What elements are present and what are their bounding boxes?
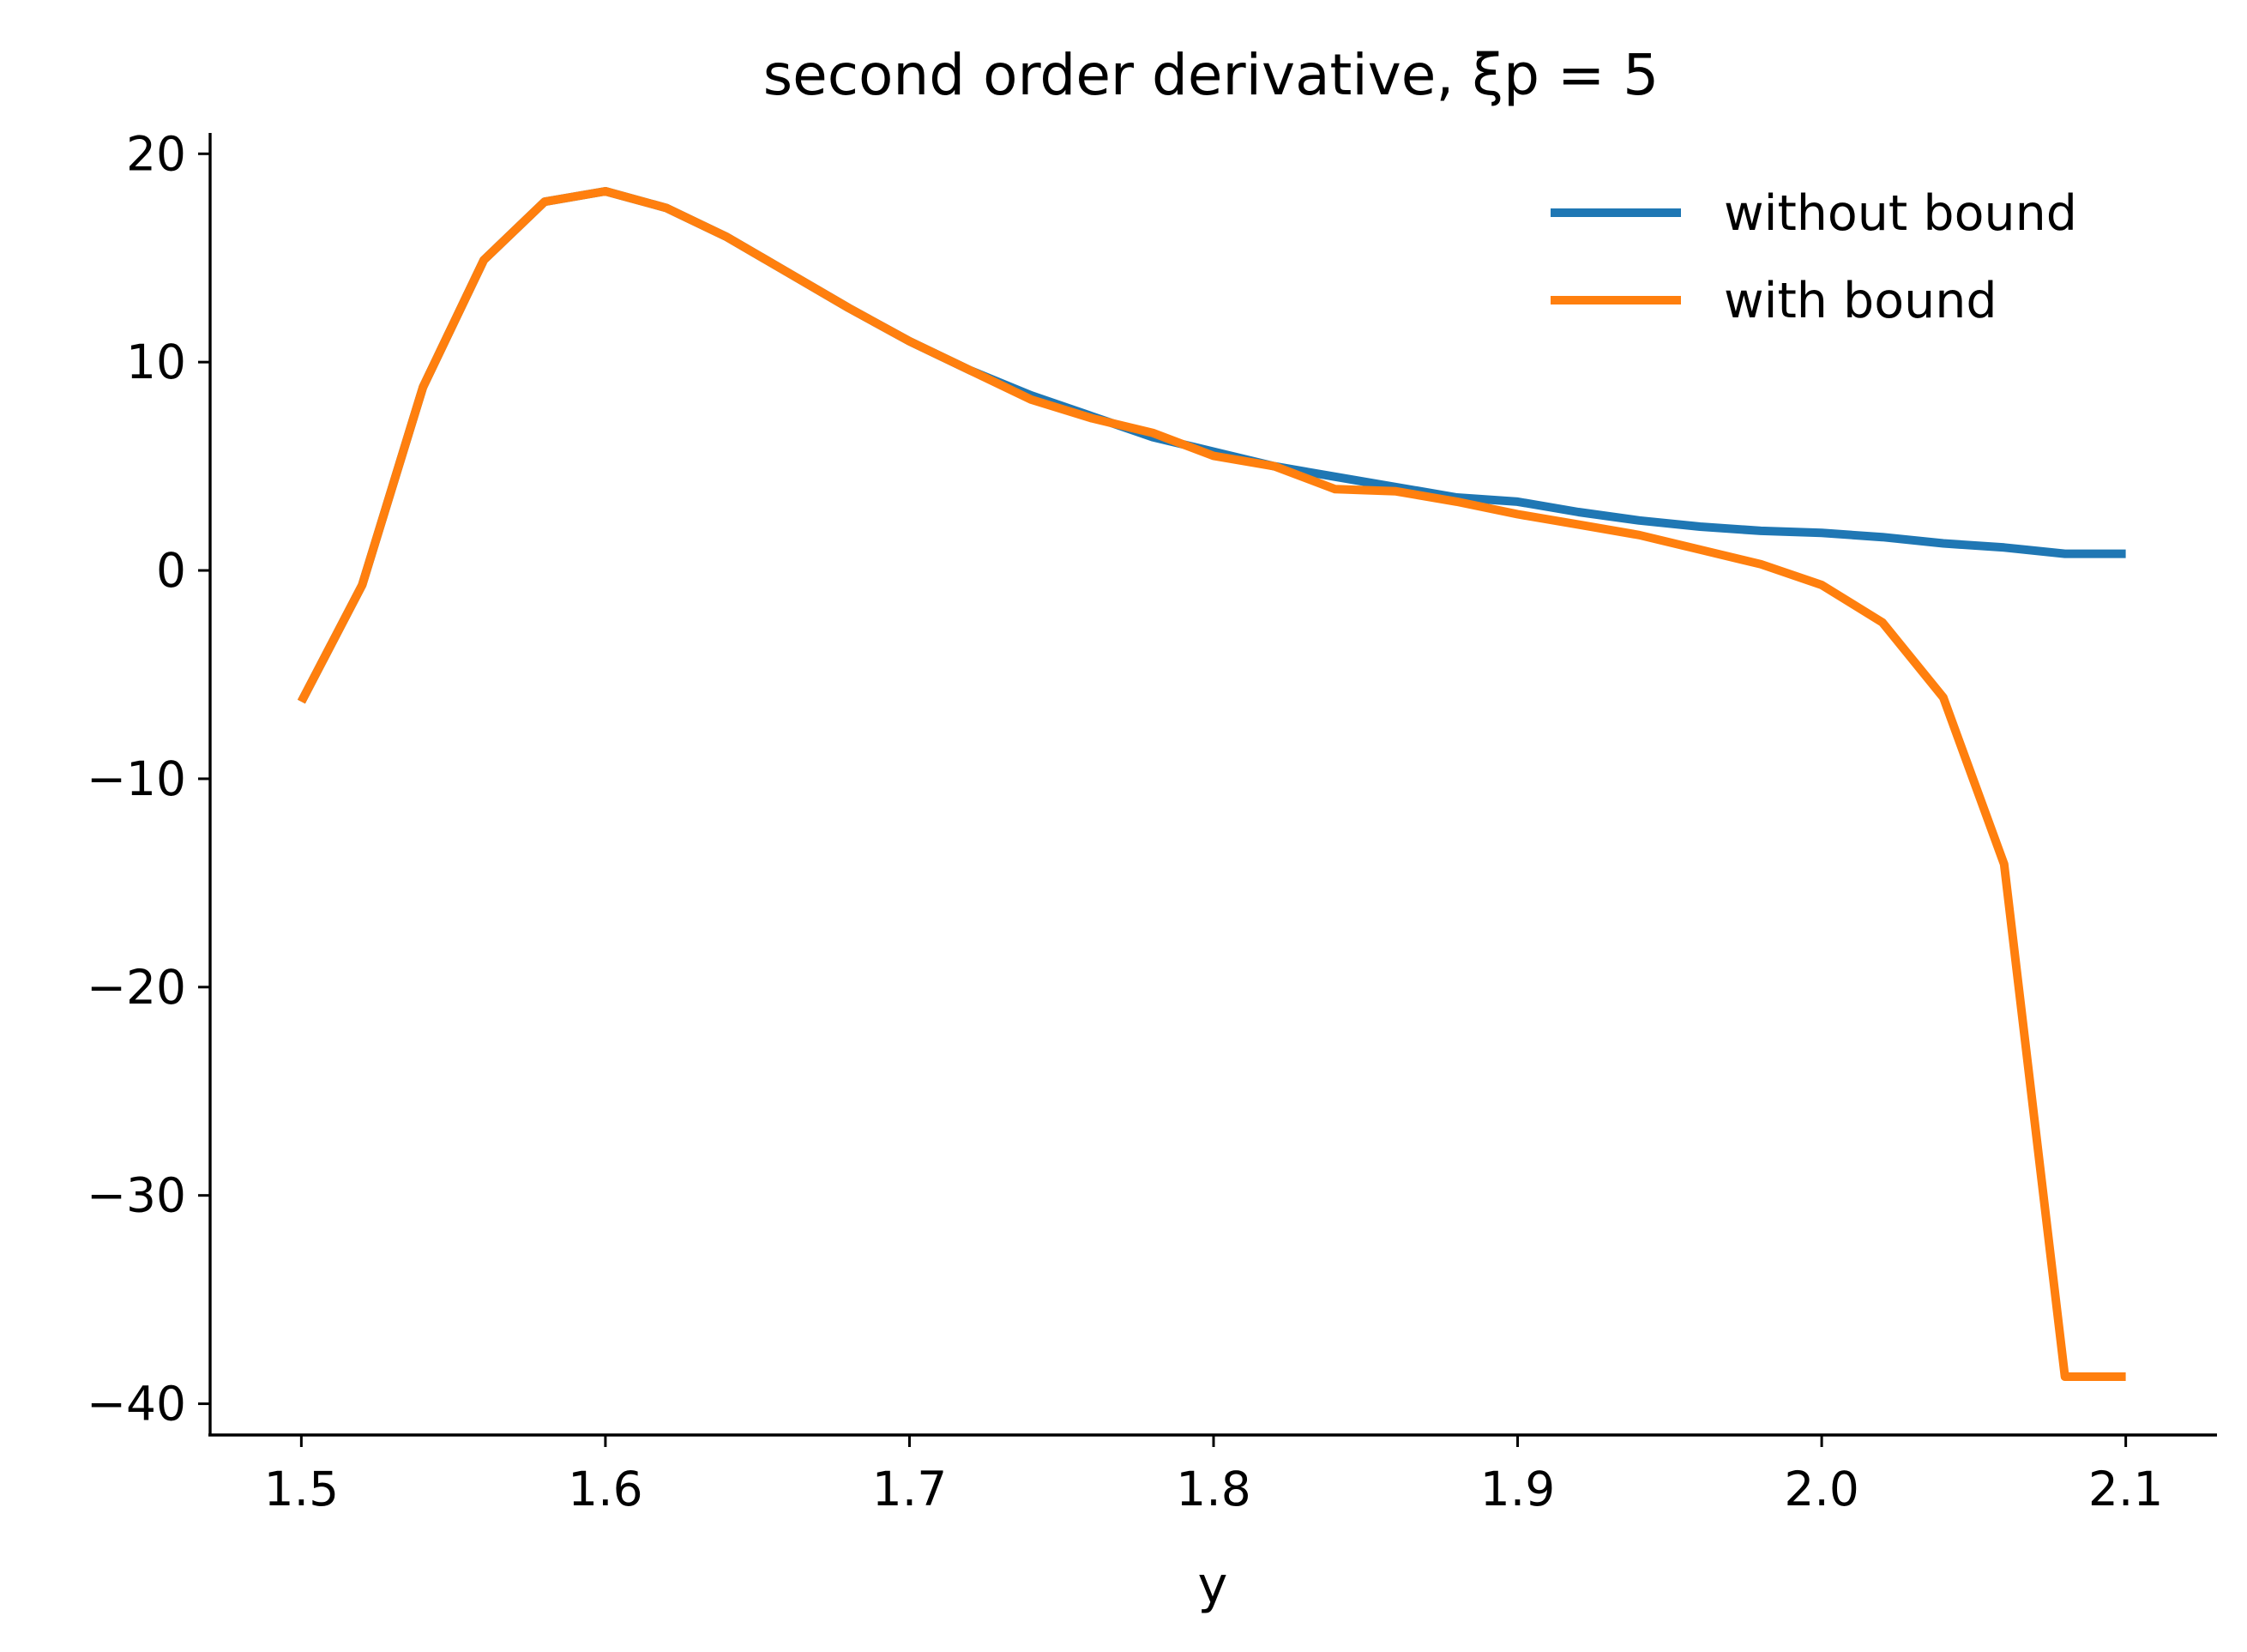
series-line-without-bound [297,187,2126,704]
y-tick-label: 10 [126,335,186,389]
legend-label: without bound [1724,185,2077,242]
chart-title: second order derivative, ξp = 5 [763,42,1660,108]
y-tick-label: −10 [87,751,186,806]
legend: without bound with bound [1551,185,2077,329]
x-axis-ticks: 1.5 1.6 1.7 1.8 1.9 2.0 2.1 [264,1435,2163,1516]
x-tick-label: 1.9 [1480,1462,1555,1516]
y-tick-label: 0 [156,543,186,598]
y-axis-ticks: 20 10 0 −10 −20 −30 −40 [87,126,210,1432]
x-tick-label: 2.1 [2088,1462,2163,1516]
x-tick-label: 2.0 [1784,1462,1858,1516]
y-tick-label: −20 [87,960,186,1015]
x-tick-label: 1.7 [872,1462,947,1516]
plot-series [297,187,2126,1381]
y-tick-label: −40 [87,1377,186,1432]
x-tick-label: 1.8 [1176,1462,1250,1516]
y-tick-label: −30 [87,1168,186,1223]
legend-label: with bound [1724,273,1997,329]
y-tick-label: 20 [126,126,186,181]
x-tick-label: 1.5 [264,1462,339,1516]
series-line-with-bound [297,187,2126,1381]
x-axis-label: y [1198,1555,1228,1614]
x-tick-label: 1.6 [568,1462,642,1516]
